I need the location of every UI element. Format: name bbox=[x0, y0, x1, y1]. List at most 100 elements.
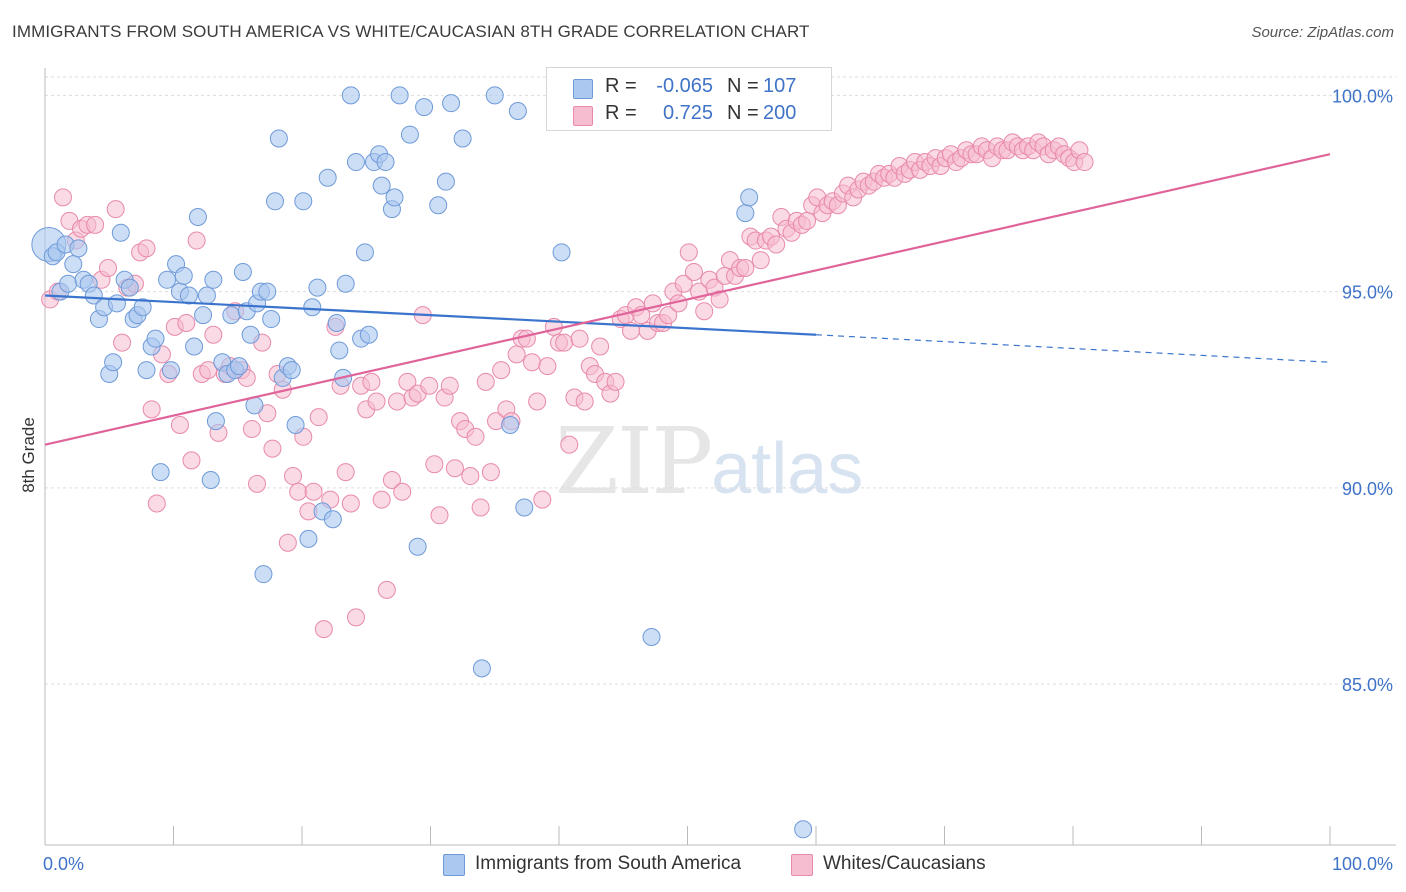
data-point-white bbox=[113, 333, 132, 352]
data-point-immigrant bbox=[84, 286, 103, 305]
chart-title: IMMIGRANTS FROM SOUTH AMERICA VS WHITE/C… bbox=[12, 22, 810, 41]
data-point-white bbox=[147, 494, 166, 513]
series-whites-caucasians bbox=[41, 133, 1094, 639]
data-point-immigrant bbox=[266, 192, 285, 211]
watermark: ZIPatlas bbox=[555, 408, 863, 515]
data-point-immigrant bbox=[161, 361, 180, 380]
data-point-immigrant bbox=[269, 129, 288, 148]
data-point-immigrant bbox=[740, 188, 759, 207]
data-point-immigrant bbox=[453, 129, 472, 148]
data-point-white bbox=[372, 490, 391, 509]
data-point-immigrant bbox=[206, 412, 225, 431]
data-point-immigrant bbox=[359, 325, 378, 344]
data-point-immigrant bbox=[355, 243, 374, 262]
data-point-white bbox=[377, 580, 396, 599]
y-tick-label: 85.0% bbox=[1342, 675, 1393, 695]
data-point-immigrant bbox=[308, 278, 327, 297]
data-point-white bbox=[420, 376, 439, 395]
y-tick-label: 100.0% bbox=[1332, 86, 1393, 106]
data-point-white bbox=[304, 482, 323, 501]
data-point-immigrant bbox=[501, 416, 520, 435]
data-point-immigrant bbox=[59, 274, 78, 293]
data-point-white bbox=[362, 372, 381, 391]
data-point-immigrant bbox=[188, 208, 207, 226]
data-point-immigrant bbox=[552, 243, 571, 262]
data-point-immigrant bbox=[346, 153, 365, 172]
data-point-white bbox=[798, 211, 817, 230]
legend-swatch-pink bbox=[791, 854, 813, 876]
data-point-white bbox=[528, 392, 547, 411]
data-point-immigrant bbox=[323, 510, 342, 529]
legend-r-label: R = bbox=[605, 75, 637, 97]
data-point-immigrant bbox=[233, 262, 252, 281]
data-point-white bbox=[170, 416, 189, 435]
data-point-white bbox=[767, 235, 786, 254]
data-point-white bbox=[242, 419, 261, 438]
data-point-immigrant bbox=[282, 361, 301, 380]
data-point-white bbox=[507, 345, 526, 364]
data-point-white bbox=[367, 392, 386, 411]
trend-line-whites bbox=[44, 153, 1331, 446]
data-point-white bbox=[591, 337, 610, 356]
data-point-white bbox=[492, 361, 511, 380]
axis-labels: 85.0% 90.0% 95.0% 100.0% 0.0% 100.0% 8th Grade bbox=[19, 86, 1393, 874]
data-point-white bbox=[751, 251, 770, 270]
data-point-white bbox=[476, 372, 495, 391]
data-point-white bbox=[560, 435, 579, 454]
data-point-immigrant bbox=[472, 659, 491, 678]
trend-line-immigrants bbox=[44, 294, 817, 336]
data-point-white bbox=[346, 608, 365, 627]
x-tick-label: 0.0% bbox=[43, 854, 84, 874]
data-point-immigrant bbox=[376, 153, 395, 172]
data-point-white bbox=[382, 470, 401, 489]
data-point-immigrant bbox=[515, 498, 534, 517]
data-point-white bbox=[199, 361, 218, 380]
data-point-white bbox=[98, 259, 117, 278]
data-point-white bbox=[684, 262, 703, 281]
data-point-white bbox=[53, 188, 72, 207]
data-point-immigrant bbox=[341, 86, 360, 105]
legend-r-label: R = bbox=[605, 102, 637, 124]
data-point-white bbox=[309, 408, 328, 427]
data-point-immigrant bbox=[262, 310, 281, 329]
data-point-immigrant bbox=[151, 463, 170, 482]
data-point-white bbox=[736, 259, 755, 278]
data-point-immigrant bbox=[390, 86, 409, 105]
data-point-white bbox=[538, 357, 557, 376]
data-point-white bbox=[336, 463, 355, 482]
data-point-white bbox=[263, 439, 282, 458]
chart-source: Source: ZipAtlas.com bbox=[1251, 24, 1394, 41]
data-point-immigrant bbox=[69, 239, 88, 258]
data-point-white bbox=[695, 302, 714, 321]
watermark-atlas: atlas bbox=[711, 429, 864, 509]
data-point-immigrant bbox=[146, 329, 165, 348]
data-point-immigrant bbox=[158, 270, 177, 289]
data-point-immigrant bbox=[794, 820, 813, 839]
data-point-immigrant bbox=[137, 361, 156, 380]
data-point-white bbox=[471, 498, 490, 517]
data-point-immigrant bbox=[303, 298, 322, 317]
axes bbox=[44, 68, 1396, 846]
x-tick-label: 100.0% bbox=[1332, 854, 1393, 874]
data-point-immigrant bbox=[241, 325, 260, 344]
data-point-white bbox=[461, 467, 480, 486]
data-point-white bbox=[388, 392, 407, 411]
y-tick-label: 95.0% bbox=[1342, 283, 1393, 303]
data-point-white bbox=[341, 494, 360, 513]
data-point-immigrant bbox=[197, 286, 216, 305]
data-point-immigrant bbox=[318, 168, 337, 187]
legend-swatch-blue bbox=[573, 79, 593, 99]
data-point-immigrant bbox=[222, 306, 241, 325]
data-point-immigrant bbox=[230, 357, 249, 376]
data-point-white bbox=[440, 376, 459, 395]
data-point-immigrant bbox=[415, 98, 434, 117]
legend-n-label: N = bbox=[727, 102, 759, 124]
data-point-white bbox=[710, 290, 729, 309]
data-point-immigrant bbox=[294, 192, 313, 211]
data-point-white bbox=[248, 474, 267, 493]
data-point-white bbox=[570, 329, 589, 348]
data-point-white bbox=[86, 215, 105, 234]
data-point-immigrant bbox=[120, 278, 139, 297]
data-point-immigrant bbox=[408, 537, 427, 556]
